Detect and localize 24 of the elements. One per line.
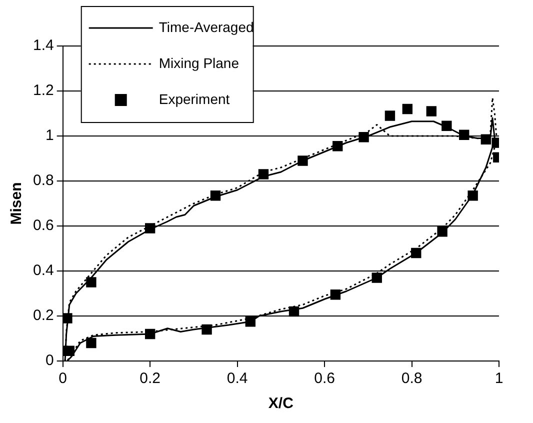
y-tick-label: 0 (46, 352, 54, 370)
x-tick-label: 0.4 (226, 370, 248, 388)
x-tick-label: 1 (494, 370, 504, 388)
y-tick-label: 1.2 (32, 82, 54, 100)
y-tick-label: 1 (46, 127, 54, 144)
point (86, 277, 96, 288)
x-tick-label: 0 (58, 370, 68, 388)
y-tick-label: 1.4 (32, 37, 54, 54)
legend-label: Experiment (158, 90, 230, 107)
y-tick-label: 0.8 (32, 172, 54, 190)
y-tick-label: 0.6 (32, 217, 54, 234)
y-tick-label: 0.4 (32, 262, 54, 280)
point (426, 106, 436, 116)
x-axis-title: X/C (268, 395, 294, 412)
y-tick-label: 0.2 (32, 307, 54, 324)
point (86, 338, 96, 348)
x-tick-label: 0.8 (401, 370, 422, 388)
point (402, 104, 413, 114)
point (384, 110, 396, 121)
x-tick-label: 0.2 (140, 370, 161, 388)
x-tick-label: 0.6 (314, 370, 335, 388)
y-axis-title: Misen (8, 182, 26, 225)
legend-label: Time-Averaged (158, 18, 254, 35)
legend-label: Mixing Plane (158, 54, 240, 71)
